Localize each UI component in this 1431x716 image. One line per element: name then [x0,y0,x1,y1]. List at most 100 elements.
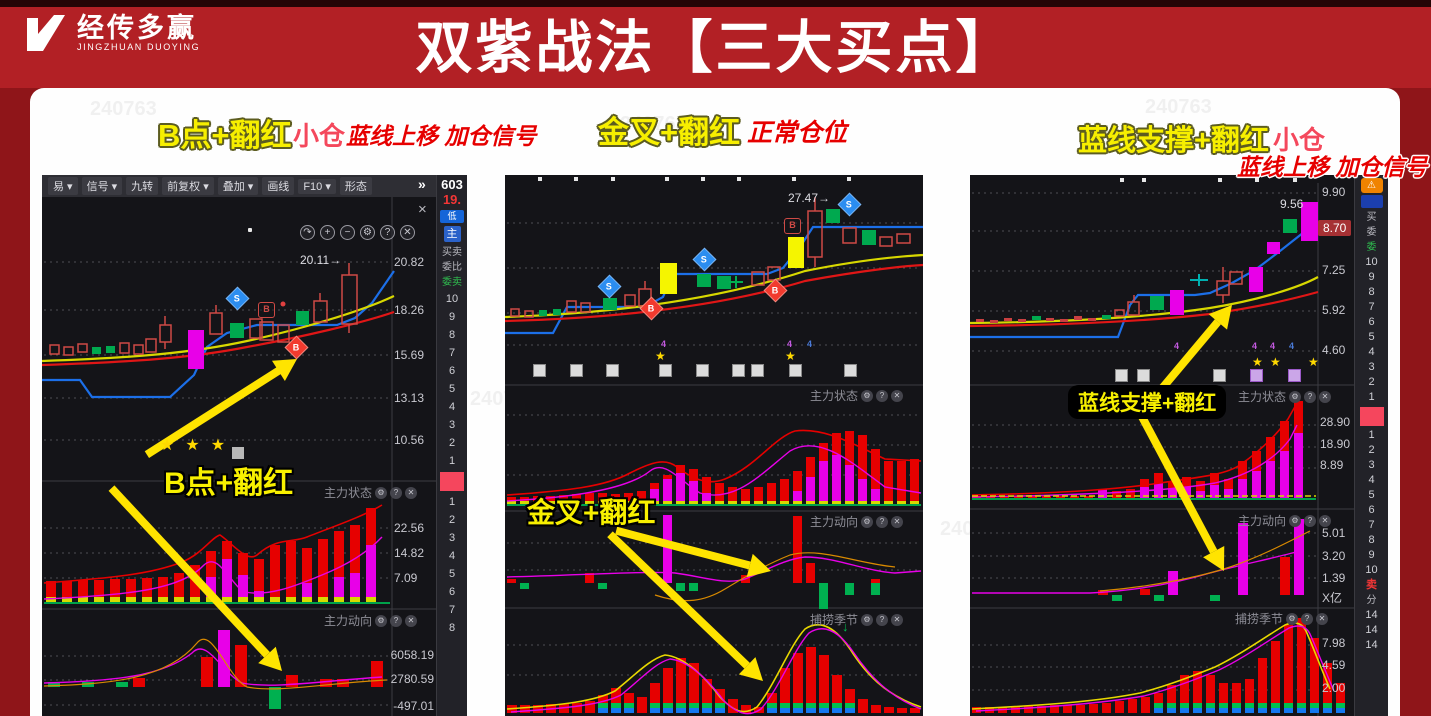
bid-level[interactable]: 5 [448,568,456,580]
bid-level[interactable]: 7 [448,604,456,616]
ask-level[interactable]: 1 [448,455,456,467]
ask-level[interactable]: 2 [448,437,456,449]
help-icon[interactable]: ? [1304,390,1317,403]
settings-icon[interactable]: ⚙ [861,515,874,528]
close-circle-icon[interactable]: ✕ [891,389,904,402]
close-circle-icon[interactable]: ✕ [1319,390,1332,403]
ask-level[interactable]: 1 [1368,391,1375,403]
help-icon[interactable]: ? [1304,514,1317,527]
close-circle-icon[interactable]: ✕ [405,486,418,499]
ask-level[interactable]: 10 [1365,256,1378,268]
close-circle-icon[interactable]: ✕ [400,225,415,240]
help-icon[interactable]: ? [1301,612,1314,625]
section-title: 主力动向 [1238,514,1287,528]
purple-signal-square [1250,369,1263,382]
ask-level[interactable]: 3 [448,419,456,431]
grid-dot [248,228,252,232]
settings-icon[interactable]: ⚙ [360,225,375,240]
close-circle-icon[interactable]: ✕ [891,613,904,626]
orderbook-row-label: 委卖 [442,277,462,288]
watermark: 240763 [620,113,687,135]
zoom-out-icon[interactable]: − [340,225,355,240]
bid-level[interactable]: 8 [1368,534,1375,546]
bid-level[interactable]: 7 [1368,519,1375,531]
toolbar-item[interactable]: 形态 [339,177,372,195]
indicator-axis-tick: 1.39 [1322,571,1346,585]
toolbar-item[interactable]: 九转 [126,177,159,195]
ask-level[interactable]: 6 [448,365,456,377]
blue-tag-icon [1360,195,1383,208]
close-circle-icon[interactable]: ✕ [891,515,904,528]
bid-level[interactable]: 1 [448,496,456,508]
bid-level[interactable]: 6 [1368,504,1375,516]
bid-levels: 1 2 3 4 5 6 7 8 9 10 [1355,428,1388,578]
toolbar-item[interactable]: 信号 ▾ [81,177,123,195]
annotation-right-note: 蓝线上移 加仓信号 [1237,154,1428,180]
main-tab-badge[interactable]: 主 [443,226,461,242]
bid-level[interactable]: 2 [448,514,456,526]
close-icon[interactable]: × [418,201,427,218]
bid-level[interactable]: 10 [1365,564,1378,576]
settings-icon[interactable]: ⚙ [375,614,388,627]
ask-level[interactable]: 4 [1368,346,1375,358]
nine-turn-count: 4 [1252,341,1258,351]
ask-level[interactable]: 3 [1368,361,1375,373]
bid-level[interactable]: 9 [1368,549,1375,561]
ask-level[interactable]: 5 [1368,331,1375,343]
settings-icon[interactable]: ⚙ [1289,514,1302,527]
ask-level[interactable]: 6 [1368,316,1375,328]
orderbook-row-label: 买卖 [442,247,462,258]
zoom-in-icon[interactable]: + [320,225,335,240]
bid-level[interactable]: 3 [1368,459,1375,471]
bid-level[interactable]: 6 [448,586,456,598]
ask-level[interactable]: 5 [448,383,456,395]
help-icon[interactable]: ? [876,613,889,626]
bid-level[interactable]: 8 [448,622,456,634]
help-icon[interactable]: ? [876,389,889,402]
ask-level[interactable]: 2 [1368,376,1375,388]
toolbar-item[interactable]: 叠加 ▾ [217,177,259,195]
close-circle-icon[interactable]: ✕ [405,614,418,627]
toolbar-item[interactable]: F10 ▾ [298,178,336,194]
bid-level[interactable]: 3 [448,532,456,544]
ask-level[interactable]: 8 [1368,286,1375,298]
toolbar-more-icon[interactable]: » [418,176,426,192]
help-icon[interactable]: ? [876,515,889,528]
close-circle-icon[interactable]: ✕ [1316,612,1329,625]
bid-level[interactable]: 4 [448,550,456,562]
settings-icon[interactable]: ⚙ [861,389,874,402]
time-level: 14 [1365,624,1378,636]
minute-tab-label[interactable]: 分 [1366,595,1377,606]
bid-level[interactable]: 5 [1368,489,1375,501]
toolbar-item[interactable]: 前复权 ▾ [162,177,214,195]
bid-level[interactable]: 1 [1368,429,1375,441]
toolbar-item[interactable]: 画线 [262,177,295,195]
help-icon[interactable]: ? [390,486,403,499]
toolbar-item[interactable]: 易 ▾ [48,177,78,195]
settings-icon[interactable]: ⚙ [861,613,874,626]
ask-level[interactable]: 9 [1368,271,1375,283]
share-icon[interactable]: ↷ [300,225,315,240]
buy-point-arrow-up [144,359,297,459]
help-icon[interactable]: ? [390,614,403,627]
ask-level[interactable]: 4 [448,401,456,413]
settings-icon[interactable]: ⚙ [1286,612,1299,625]
price-callout-label: 9.56 [1280,197,1304,211]
nine-turn-count: 4 [1289,341,1295,351]
ask-level[interactable]: 7 [1368,301,1375,313]
settings-icon[interactable]: ⚙ [1289,390,1302,403]
time-level: 14 [1365,639,1378,651]
help-icon[interactable]: ? [380,225,395,240]
bid-level[interactable]: 4 [1368,474,1375,486]
close-circle-icon[interactable]: ✕ [1319,514,1332,527]
signal-square [751,364,764,377]
settings-icon[interactable]: ⚙ [375,486,388,499]
price-axis-tick: 20.82 [394,255,425,269]
ask-level[interactable]: 9 [448,311,456,323]
ask-level[interactable]: 7 [448,347,456,359]
chart-toolbar: 易 ▾ 信号 ▾ 九转 前复权 ▾ 叠加 ▾ 画线 F10 ▾ 形态 [42,175,437,197]
ask-level[interactable]: 10 [445,293,459,305]
bid-level[interactable]: 2 [1368,444,1375,456]
ask-level[interactable]: 8 [448,329,456,341]
nine-turn-count: 4 [661,339,667,349]
